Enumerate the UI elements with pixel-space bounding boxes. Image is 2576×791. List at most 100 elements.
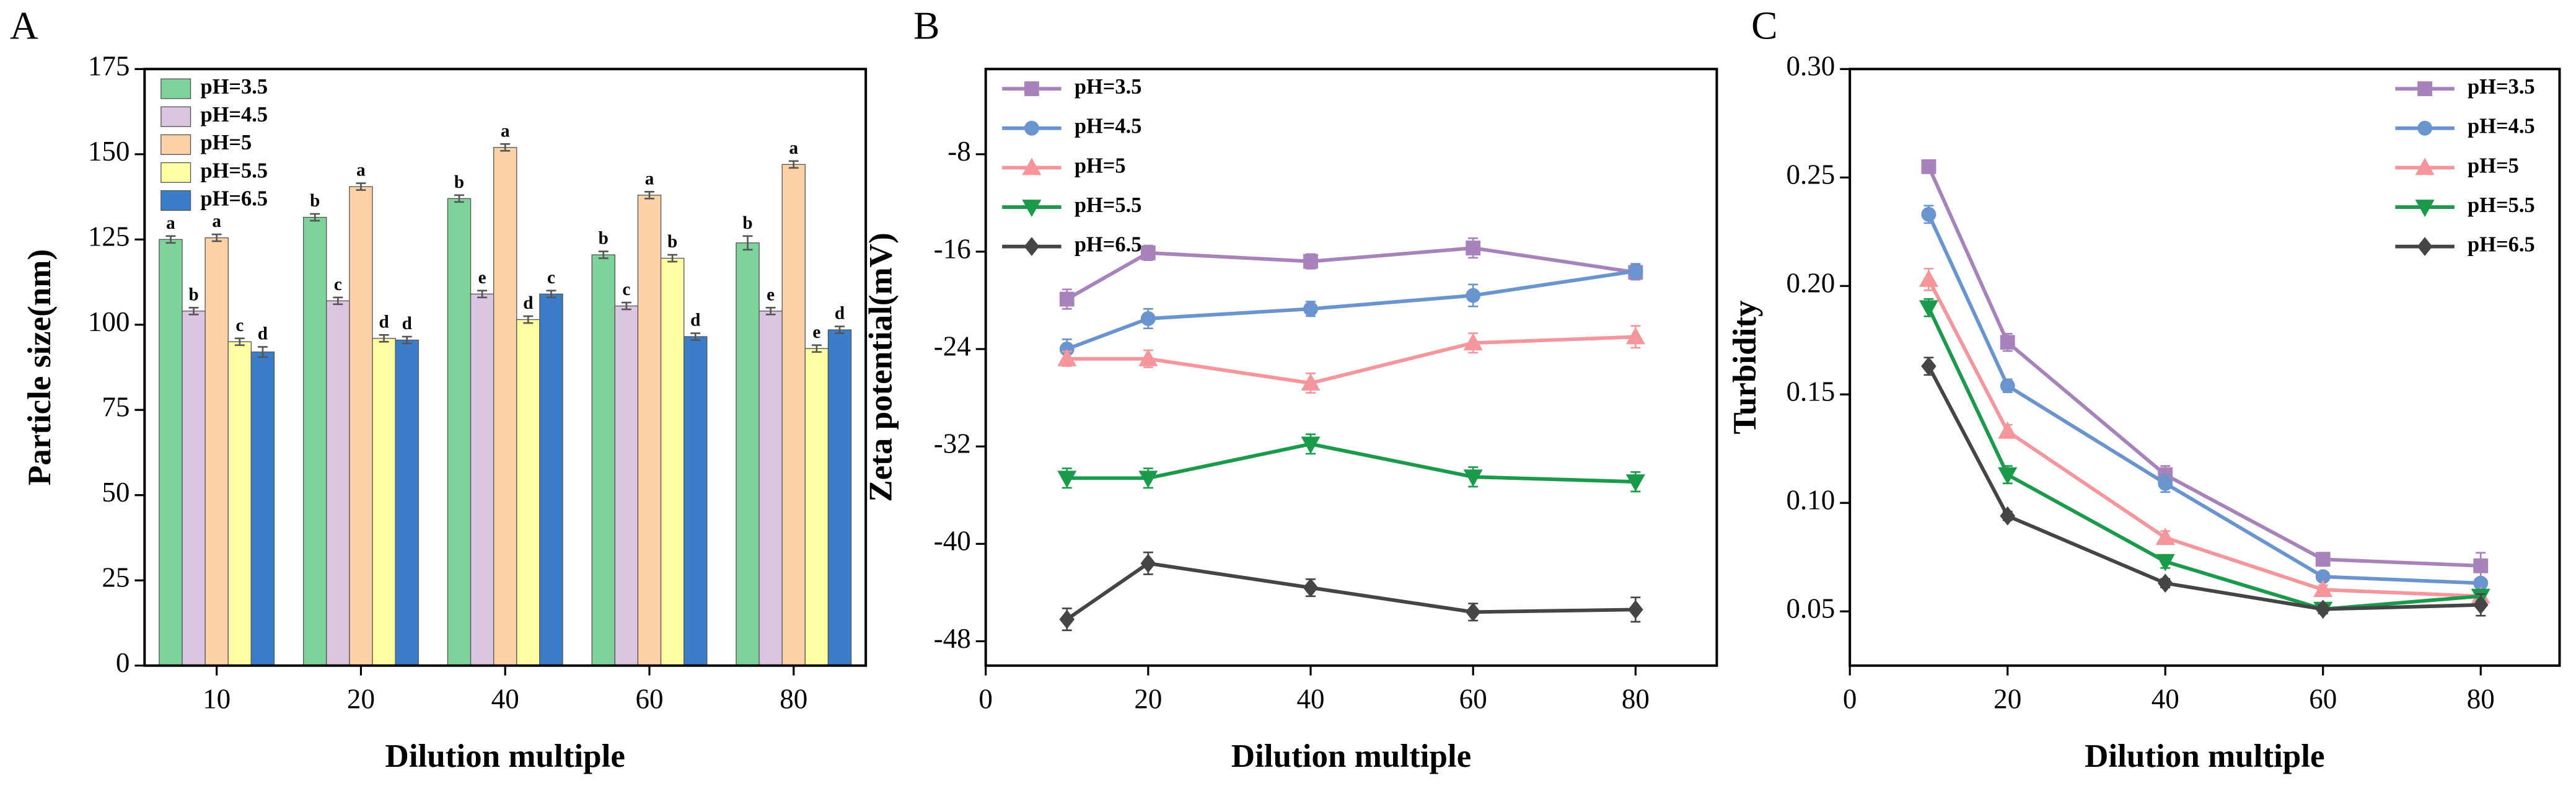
y-tick-label: 0.25	[1786, 159, 1835, 190]
error-bar	[454, 194, 464, 203]
error-bar	[234, 337, 245, 347]
y-tick-label: -16	[934, 233, 971, 264]
y-tick-label: 0.05	[1786, 593, 1835, 624]
marker	[2155, 554, 2175, 572]
marker	[1138, 471, 1158, 488]
bar	[159, 239, 183, 666]
y-tick-label: 25	[102, 562, 130, 593]
error-bar	[621, 301, 631, 311]
x-tick-label: 80	[780, 683, 807, 714]
bar	[539, 293, 563, 666]
marker	[1921, 159, 1936, 174]
significance-letter: d	[402, 314, 412, 334]
series-line	[1066, 269, 1636, 351]
bar	[447, 198, 472, 666]
series-line	[1927, 213, 2481, 585]
y-axis-title: Particle size(nm)	[22, 249, 58, 485]
y-tick-label: 75	[102, 392, 130, 423]
error-bar	[811, 344, 822, 353]
marker	[2473, 595, 2489, 615]
bar	[591, 254, 615, 666]
marker	[1022, 200, 1042, 218]
y-tick-label: -8	[947, 136, 971, 167]
error-bar	[310, 213, 320, 222]
x-axis-title: Dilution multiple	[385, 738, 625, 774]
marker	[1301, 436, 1321, 454]
significance-letter: e	[478, 268, 486, 288]
significance-letter: a	[645, 169, 654, 188]
marker	[1059, 291, 1075, 307]
marker	[1024, 81, 1039, 97]
legend-swatch	[160, 78, 191, 99]
bar	[758, 311, 783, 666]
bar	[227, 341, 252, 666]
y-tick-label: -48	[934, 623, 971, 654]
x-tick-label: 60	[1459, 683, 1487, 714]
x-axis-title: Dilution multiple	[2085, 738, 2324, 774]
significance-letter: b	[742, 213, 752, 233]
marker	[1463, 469, 1483, 487]
significance-letter: a	[212, 211, 221, 231]
significance-letter: a	[166, 213, 175, 233]
y-tick-label: 0.10	[1786, 485, 1835, 516]
bar	[303, 216, 327, 666]
error-bar	[477, 289, 488, 299]
x-tick-label: 60	[635, 683, 663, 714]
bar	[250, 351, 275, 666]
error-bar	[788, 160, 799, 169]
error-bar	[402, 335, 412, 345]
legend-label: pH=4.5	[2468, 115, 2535, 138]
y-tick-label: 0	[116, 647, 130, 678]
y-tick-label: 100	[88, 306, 130, 337]
panel-label: A	[10, 3, 38, 47]
error-bar	[379, 334, 389, 343]
legend-label: pH=5	[200, 131, 252, 154]
y-tick-label: 0.30	[1786, 51, 1835, 82]
x-tick-label: 40	[2152, 683, 2179, 714]
marker	[1463, 333, 1483, 351]
bar	[204, 237, 229, 666]
legend-label: pH=5.5	[2468, 193, 2535, 217]
error-bar	[523, 315, 534, 324]
x-tick-label: 40	[1297, 683, 1325, 714]
marker	[1465, 602, 1481, 622]
marker	[2158, 475, 2173, 491]
marker	[1138, 348, 1158, 366]
y-tick-label: 0.20	[1786, 268, 1835, 299]
error-bar	[765, 306, 776, 316]
marker	[1022, 157, 1042, 175]
legend-label: pH=5.5	[200, 159, 268, 182]
bar	[660, 257, 685, 666]
marker	[1140, 554, 1156, 573]
marker	[1628, 263, 1643, 279]
marker	[1466, 241, 1481, 255]
y-tick-label: 175	[88, 51, 130, 82]
y-tick-label: 125	[88, 221, 130, 252]
marker	[1024, 120, 1039, 136]
bar	[614, 305, 639, 666]
significance-letter: c	[622, 280, 630, 299]
x-tick-label: 60	[2309, 683, 2337, 714]
bar	[349, 186, 373, 666]
legend-label: pH=4.5	[1075, 115, 1142, 138]
error-bar	[742, 235, 753, 251]
marker	[1919, 300, 1938, 318]
marker	[1059, 609, 1075, 629]
bar	[470, 293, 495, 666]
marker	[2155, 528, 2175, 546]
marker	[1998, 467, 2018, 485]
error-bar	[644, 190, 654, 200]
legend-swatch	[160, 134, 191, 155]
legend-label: pH=5	[2468, 154, 2519, 177]
y-tick-label: -32	[934, 428, 971, 459]
marker	[2415, 200, 2435, 218]
marker	[1024, 237, 1040, 257]
marker	[2315, 552, 2331, 567]
marker	[2417, 81, 2433, 97]
bar	[684, 336, 708, 666]
significance-letter: e	[767, 285, 775, 304]
legend-label: pH=5	[1075, 154, 1126, 177]
significance-letter: d	[523, 293, 533, 313]
series-line	[1066, 561, 1636, 621]
